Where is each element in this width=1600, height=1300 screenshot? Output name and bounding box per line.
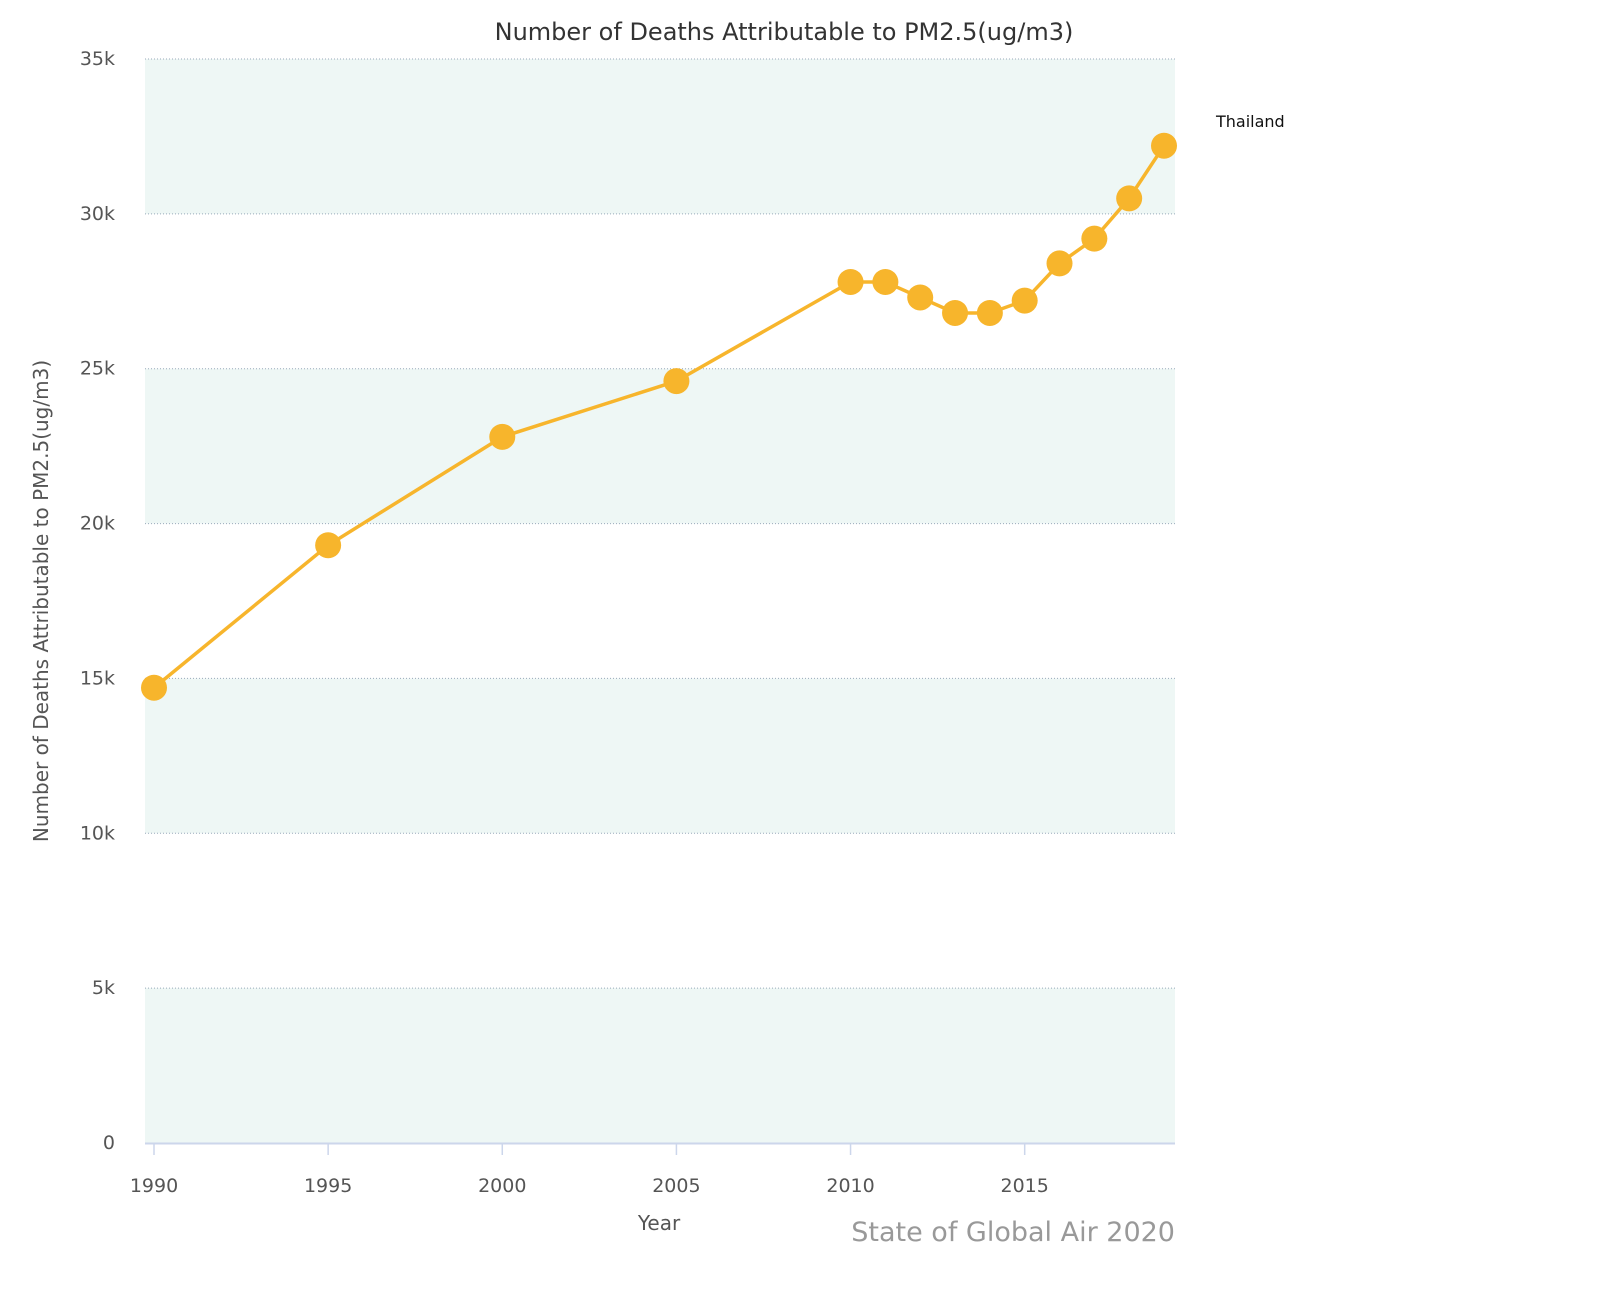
data-point xyxy=(872,268,899,295)
x-axis-label: Year xyxy=(637,1211,681,1235)
legend-item-thailand[interactable]: Thailand xyxy=(1215,112,1285,131)
data-point xyxy=(837,268,864,295)
data-point xyxy=(663,368,690,395)
y-tick-label: 30k xyxy=(80,203,115,225)
x-tick-label: 1990 xyxy=(130,1175,178,1197)
data-point xyxy=(315,532,342,559)
data-point xyxy=(1011,287,1038,314)
plot-band xyxy=(145,988,1175,1143)
y-tick-label: 25k xyxy=(80,358,115,380)
plot-band xyxy=(145,59,1175,214)
y-tick-label: 10k xyxy=(80,822,115,844)
data-point xyxy=(1046,250,1073,277)
data-point xyxy=(1151,132,1177,159)
data-point xyxy=(907,284,934,311)
data-point xyxy=(1116,185,1143,212)
y-tick-label: 35k xyxy=(80,48,115,70)
x-tick-label: 1995 xyxy=(304,1175,352,1197)
data-point xyxy=(1081,225,1108,252)
y-tick-label: 15k xyxy=(80,667,115,689)
chart-title: Number of Deaths Attributable to PM2.5(u… xyxy=(495,18,1074,46)
credit[interactable]: State of Global Air 2020 xyxy=(851,1217,1175,1248)
plot-band xyxy=(145,678,1175,834)
x-tick-label: 2005 xyxy=(652,1175,700,1197)
x-tick-label: 2010 xyxy=(826,1175,874,1197)
data-point xyxy=(976,299,1003,326)
data-point xyxy=(141,674,167,701)
y-tick-label: 5k xyxy=(92,977,115,999)
x-tick-label: 2000 xyxy=(478,1175,526,1197)
data-point xyxy=(489,423,516,450)
y-tick-label: 20k xyxy=(80,513,115,535)
data-point xyxy=(942,299,969,326)
x-tick-label: 2015 xyxy=(1001,1175,1049,1197)
plot-band xyxy=(145,368,1175,524)
y-axis-label: Number of Deaths Attributable to PM2.5(u… xyxy=(29,360,53,842)
y-tick-label: 0 xyxy=(103,1132,115,1154)
